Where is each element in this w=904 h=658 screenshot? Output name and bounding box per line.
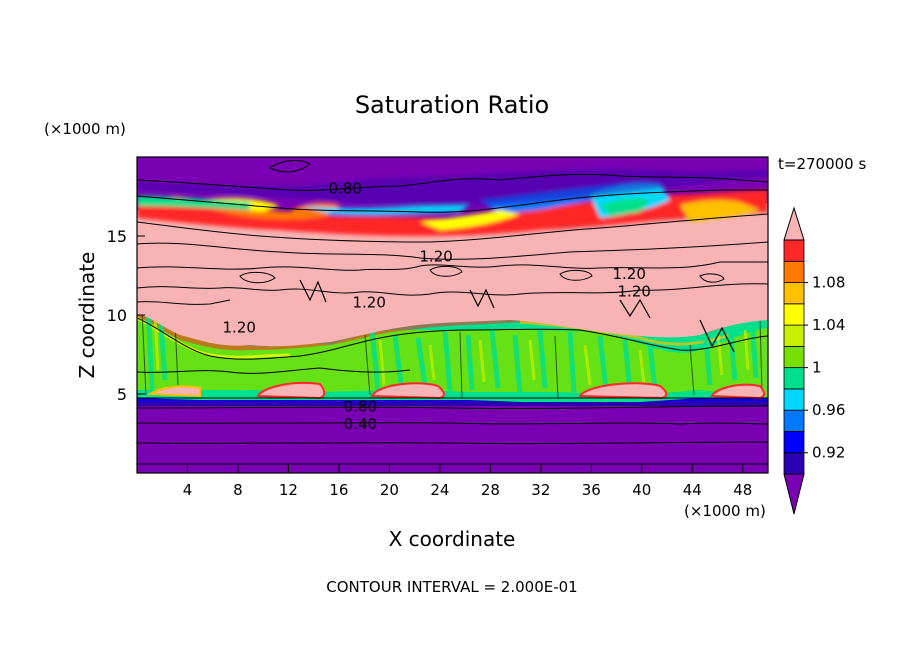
x-tick-label: 8 [233,481,243,499]
convective-streaks [141,304,763,399]
chart-title: Saturation Ratio [355,91,549,119]
contour-label: 1.20 [419,248,452,266]
x-tick-label: 20 [380,481,399,499]
x-axis-unit: (×1000 m) [684,502,766,520]
y-tick-label: 15 [107,227,127,246]
x-tick-label: 44 [683,481,702,499]
y-axis-label: Z coordinate [75,252,99,379]
low-bubbles [146,381,766,400]
x-tick-label: 12 [279,481,298,499]
x-axis: 4 8 12 16 20 24 28 32 36 40 44 48 [183,465,752,499]
x-tick-label: 48 [733,481,752,499]
x-tick-label: 4 [183,481,193,499]
contour-label: 0.40 [344,415,377,433]
colorbar-tick-label: 1.08 [812,274,845,292]
x-tick-label: 36 [582,481,601,499]
y-axis: 5 10 15 [107,227,145,404]
colorbar: 0.92 0.96 1 1.04 1.08 [783,206,845,515]
colorbar-swatch [783,431,805,454]
y-tick-label: 5 [117,385,127,404]
time-label: t=270000 s [778,155,866,173]
contour-lines [137,160,768,465]
colorbar-tick-label: 0.96 [812,401,845,419]
x-tick-label: 24 [430,481,449,499]
colorbar-swatch [783,388,805,411]
y-tick-label: 10 [107,306,127,325]
dark-noise-overlay [299,279,735,353]
colorbar-swatch [783,303,805,326]
colorbar-swatch [783,345,805,369]
contour-label: 1.20 [618,282,651,300]
y-axis-unit: (×1000 m) [44,120,126,138]
contour-labels: 0.801.201.201.201.201.200.800.40 [223,180,651,433]
colorbar-swatch [783,282,805,305]
colorbar-swatch [783,367,805,390]
colorbar-high-arrow [783,206,805,241]
upper-inversion-band [137,169,768,236]
colorbar-tick-label: 0.92 [812,444,845,462]
colorbar-swatch [783,260,805,283]
x-tick-label: 40 [632,481,651,499]
colorbar-swatch [783,409,805,432]
x-tick-label: 32 [531,481,550,499]
contour-label: 1.20 [223,319,256,337]
contour-interval-note: CONTOUR INTERVAL = 2.000E-01 [326,578,577,596]
colorbar-swatch [783,452,805,475]
colorbar-swatch [783,239,805,262]
x-tick-label: 16 [329,481,348,499]
contour-label: 0.80 [329,180,362,198]
contour-plot-area [137,157,768,473]
x-axis-label: X coordinate [389,527,516,551]
contour-label: 1.20 [353,293,386,311]
x-tick-label: 28 [481,481,500,499]
colorbar-low-arrow [783,473,805,515]
colorbar-tick-label: 1.04 [812,316,845,334]
contour-label: 0.80 [344,398,377,416]
colorbar-swatch [783,324,805,347]
colorbar-tick-label: 1 [812,359,822,377]
contour-label: 1.20 [612,265,645,283]
